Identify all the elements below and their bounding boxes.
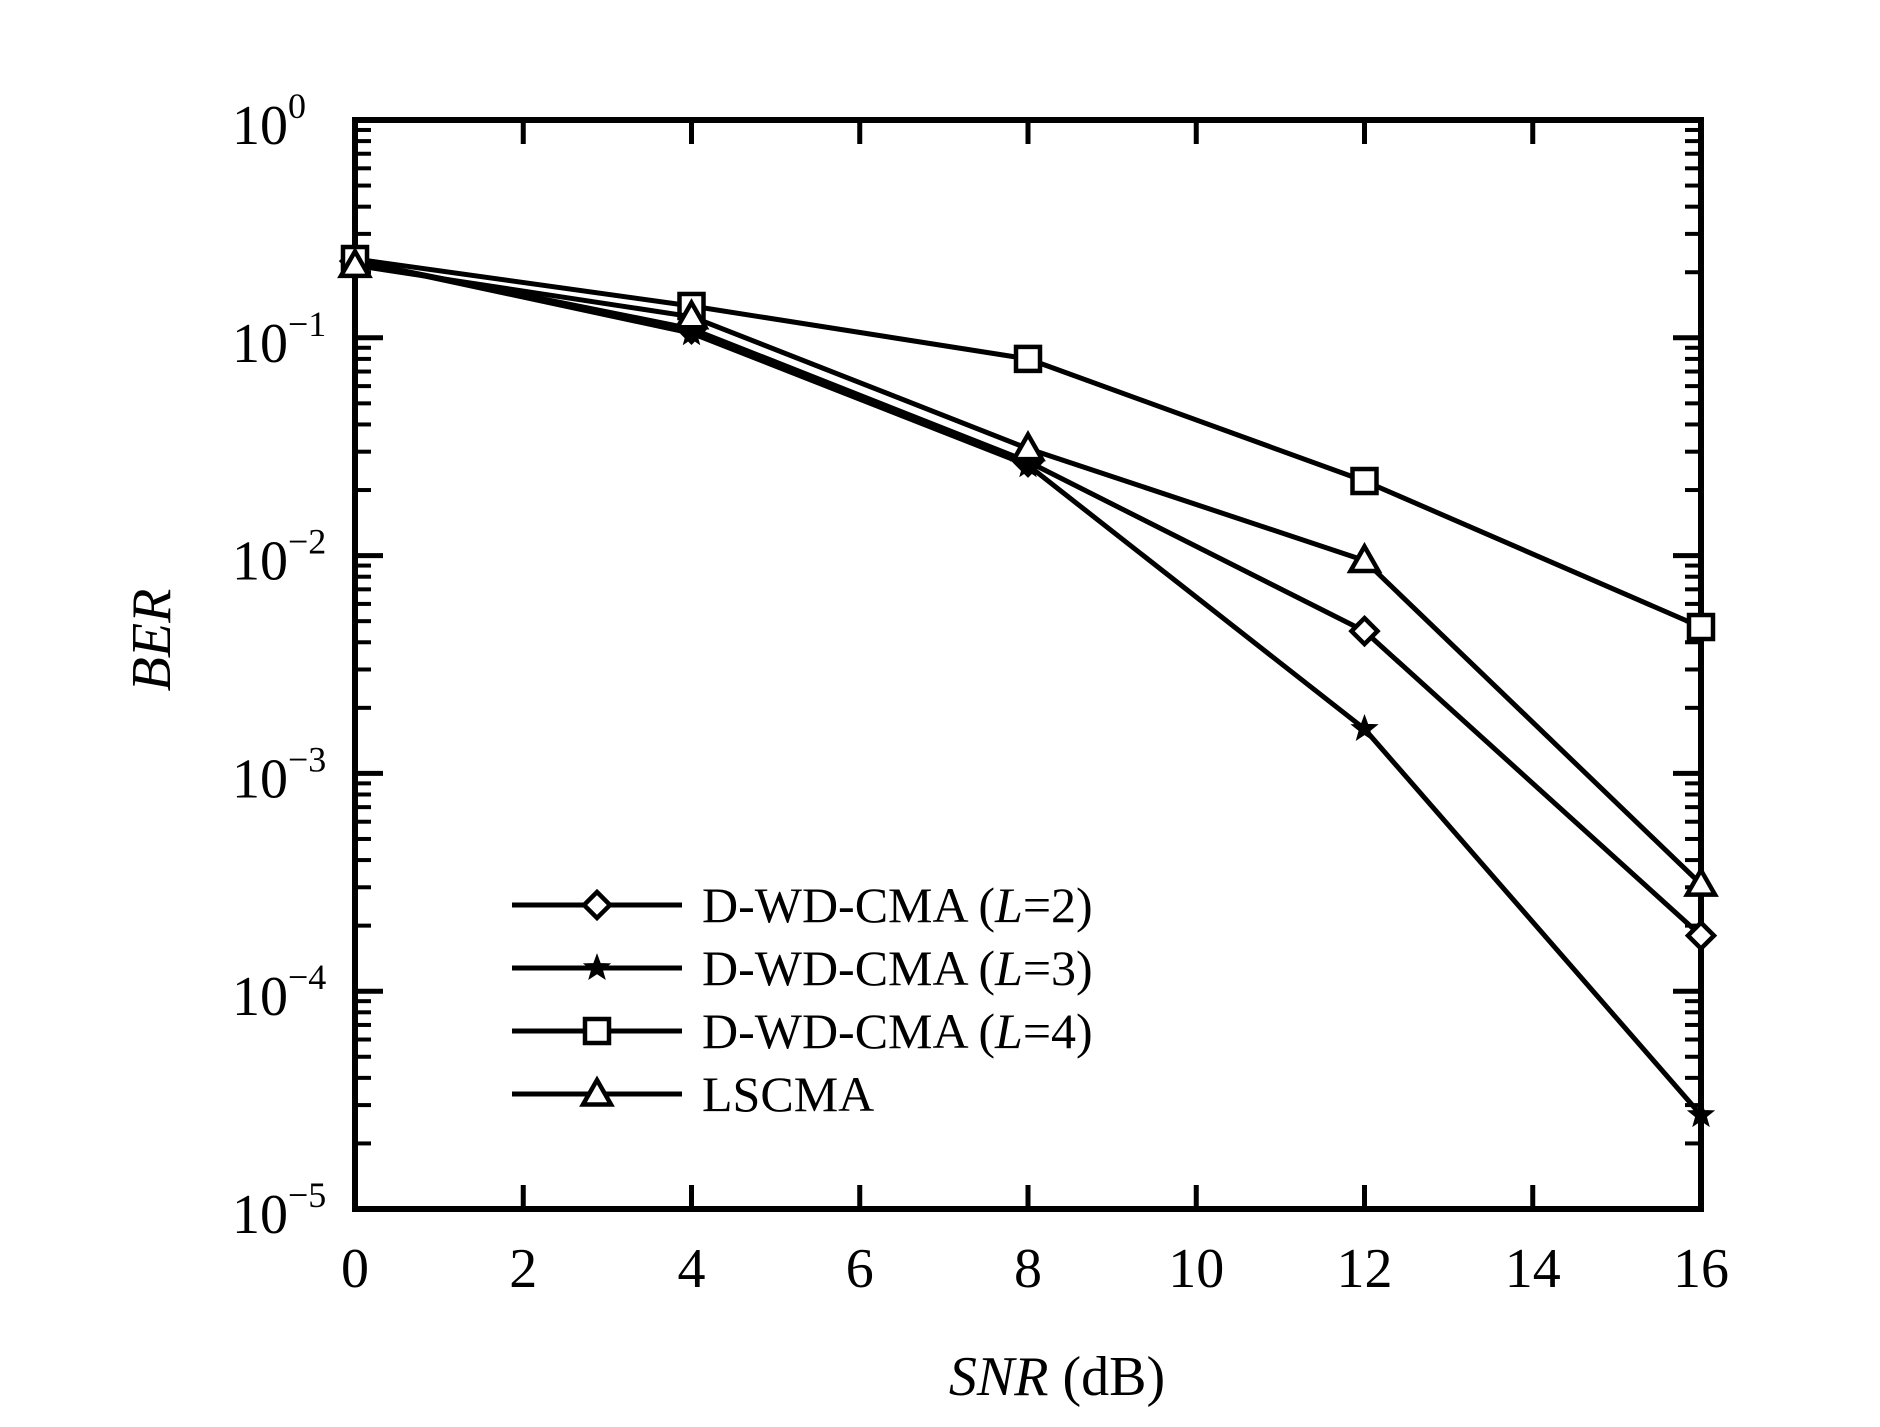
data-point-triangle	[337, 246, 373, 279]
data-point-star	[1350, 713, 1379, 742]
legend: D-WD-CMA (L=2) D-WD-CMA (L=3) D-WD-CMA (L=…	[512, 877, 1093, 1122]
data-series	[337, 244, 1719, 1128]
legend-label: D-WD-CMA (L=3)	[702, 940, 1093, 996]
x-axis-ticks: 0 2 4 6 8 10 12 14 16	[341, 120, 1729, 1300]
y-tick-label: 10−2	[232, 522, 326, 593]
y-axis-title: BER	[121, 589, 183, 692]
data-point-square	[1350, 466, 1379, 496]
legend-label: D-WD-CMA (L=2)	[702, 877, 1093, 933]
data-point-diamond	[1348, 614, 1381, 648]
y-tick-label: 10−5	[232, 1175, 326, 1246]
data-point-star	[1686, 1100, 1716, 1128]
data-point-triangle	[1010, 430, 1046, 462]
data-point-diamond	[1684, 919, 1718, 952]
legend-label: D-WD-CMA (L=4)	[702, 1003, 1093, 1059]
y-tick-label: 10−3	[232, 739, 326, 810]
y-tick-label: 100	[232, 86, 306, 157]
data-point-square	[1686, 612, 1716, 642]
data-point-square	[1013, 344, 1043, 374]
x-tick-label: 12	[1337, 1238, 1393, 1300]
x-tick-label: 0	[341, 1238, 369, 1300]
data-point-triangle	[673, 298, 710, 330]
data-point-triangle	[1683, 865, 1719, 897]
data-point-star	[1013, 450, 1043, 478]
data-point-triangle	[1346, 541, 1383, 574]
x-tick-label: 6	[846, 1238, 874, 1300]
x-tick-label: 10	[1168, 1238, 1224, 1300]
legend-marker-diamond	[580, 888, 614, 922]
y-axis-ticks: 100 10−1 10−2 10−3 10−4 10−5	[232, 86, 1701, 1246]
x-tick-label: 14	[1505, 1238, 1561, 1300]
x-tick-label: 8	[1014, 1238, 1042, 1300]
legend-marker-triangle	[579, 1075, 615, 1107]
legend-marker-star	[582, 953, 612, 981]
x-tick-label: 2	[509, 1238, 537, 1300]
y-tick-label: 10−1	[232, 304, 326, 375]
y-tick-label: 10−4	[232, 957, 326, 1028]
legend-marker-square	[582, 1016, 612, 1046]
legend-label: LSCMA	[702, 1066, 874, 1122]
x-tick-label: 4	[678, 1238, 706, 1300]
x-axis-title: SNR (dB)	[949, 1346, 1165, 1408]
x-tick-label: 16	[1673, 1238, 1729, 1300]
